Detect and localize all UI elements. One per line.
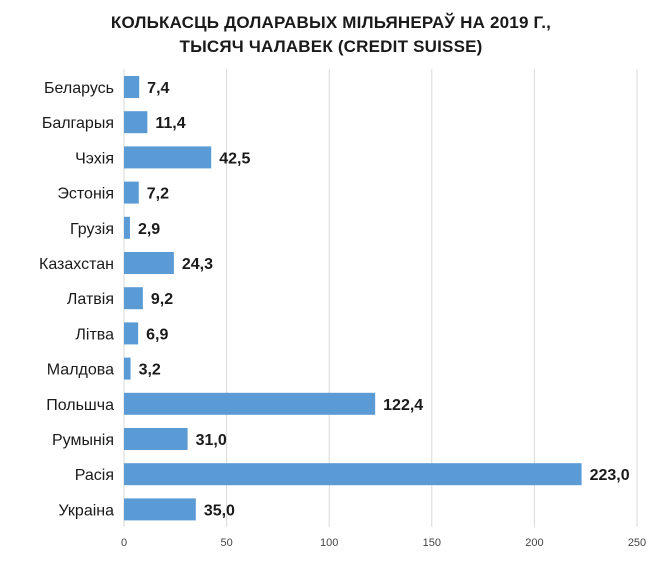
x-tick-label-4: 200 (525, 537, 543, 549)
bar-8 (124, 357, 131, 380)
category-label-8: Малдова (47, 362, 114, 379)
bar-4 (124, 216, 130, 239)
data-label-12: 35,0 (204, 502, 235, 519)
bar-3 (124, 181, 139, 204)
x-tick-label-0: 0 (121, 537, 127, 549)
data-label-1: 11,4 (155, 115, 185, 132)
chart-title-line-1: КОЛЬКАСЦЬ ДОЛАРАВЫХ МІЛЬЯНЕРАЎ НА 2019 Г… (110, 13, 552, 32)
category-label-3: Эстонія (57, 186, 114, 203)
data-label-0: 7,4 (147, 80, 169, 97)
x-tick-label-3: 150 (423, 537, 441, 549)
chart-title-line-2: ТЫСЯЧ ЧАЛАВЕК (CREDIT SUISSE) (179, 37, 483, 56)
bar-0 (124, 76, 140, 98)
bar-6 (124, 287, 143, 310)
category-label-0: Беларусь (44, 80, 114, 97)
bar-11 (124, 463, 582, 486)
x-tick-label-1: 50 (220, 537, 232, 549)
category-label-1: Балгарыя (42, 115, 114, 132)
category-label-2: Чэхія (75, 150, 114, 167)
data-label-4: 2,9 (138, 221, 160, 238)
data-label-11: 223,0 (590, 467, 630, 484)
data-label-3: 7,2 (147, 186, 169, 203)
category-label-11: Расія (75, 467, 114, 484)
bar-2 (124, 146, 212, 169)
category-label-10: Румынія (52, 432, 114, 449)
data-label-8: 3,2 (139, 362, 161, 379)
category-label-4: Грузія (70, 221, 114, 238)
bar-5 (124, 252, 174, 274)
bar-1 (124, 111, 148, 134)
category-label-9: Польшча (46, 397, 114, 414)
data-label-9: 122,4 (383, 397, 423, 414)
category-label-7: Літва (75, 326, 114, 343)
data-label-5: 24,3 (182, 256, 213, 273)
data-label-10: 31,0 (196, 432, 227, 449)
x-tick-label-5: 250 (628, 537, 646, 549)
category-label-5: Казахстан (39, 256, 114, 273)
category-label-12: Украіна (58, 502, 114, 519)
data-label-6: 9,2 (151, 291, 173, 308)
bar-9 (124, 392, 376, 415)
bar-7 (124, 322, 139, 345)
bar-12 (124, 498, 196, 521)
bar-10 (124, 428, 188, 450)
x-tick-label-2: 100 (320, 537, 338, 549)
data-label-7: 6,9 (146, 326, 168, 343)
data-label-2: 42,5 (219, 150, 250, 167)
category-label-6: Латвія (67, 291, 114, 308)
